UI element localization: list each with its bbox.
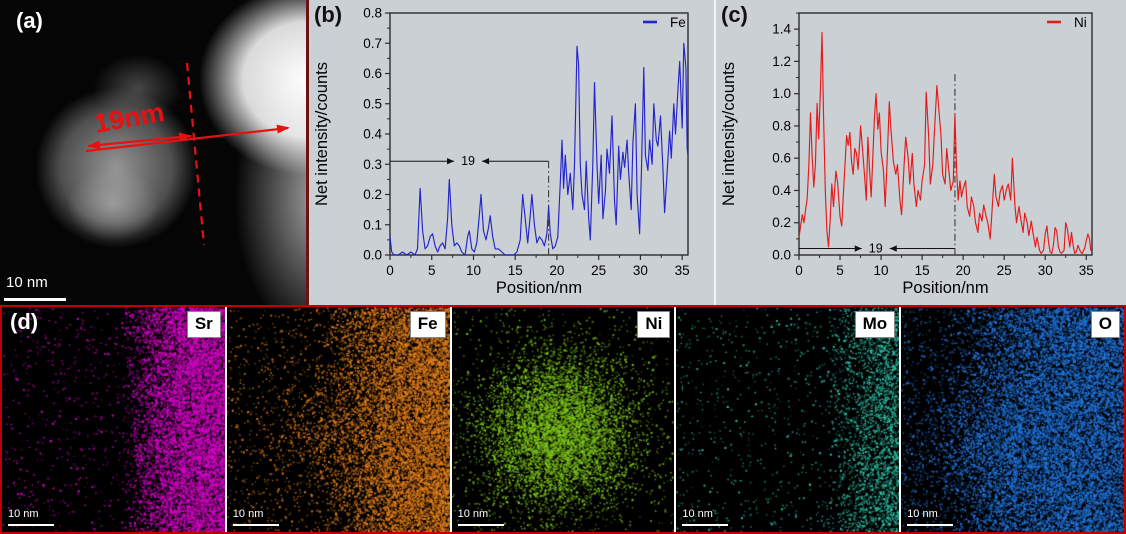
svg-text:Position/nm: Position/nm (496, 279, 582, 297)
ni-line-chart: 0 5 10 15 20 25 30 35 0.0 0.2 0.4 0.6 0.8 1.0 1.2 1.4 Po… (716, 0, 1126, 305)
fe-scale-bar: 10 nm (233, 509, 279, 526)
panel-c-ni-profile: 0 5 10 15 20 25 30 35 0.0 0.2 0.4 0.6 0.8 1.0 1.2 1.4 Po… (716, 0, 1126, 305)
element-label-sr: Sr (187, 311, 221, 338)
svg-text:0.7: 0.7 (363, 36, 382, 51)
scale-bar-label: 10 nm (458, 508, 489, 520)
svg-text:0.1: 0.1 (363, 217, 382, 232)
svg-text:0.0: 0.0 (772, 248, 791, 263)
svg-text:0.8: 0.8 (363, 6, 382, 21)
svg-text:0.2: 0.2 (363, 187, 382, 202)
mo-scale-bar: 10 nm (682, 509, 728, 526)
scale-bar-line (4, 298, 66, 301)
svg-text:0.3: 0.3 (363, 157, 382, 172)
panel-b-label: (b) (314, 4, 342, 26)
svg-text:0.4: 0.4 (772, 183, 791, 198)
svg-text:0.6: 0.6 (772, 151, 791, 166)
svg-text:Net intensity/counts: Net intensity/counts (720, 62, 738, 206)
svg-text:20: 20 (956, 263, 971, 278)
svg-text:1.0: 1.0 (772, 86, 791, 101)
svg-text:0.5: 0.5 (363, 96, 382, 111)
svg-text:35: 35 (1079, 263, 1094, 278)
panel-a-scale-bar: 10 nm (6, 274, 66, 301)
scale-bar-label: 10 nm (6, 274, 48, 291)
figure: 19nm (a) 10 nm 0 5 10 15 20 25 30 35 0.0 0.1 0.2 0.… (0, 0, 1126, 534)
svg-text:19: 19 (869, 242, 883, 256)
sr-scale-bar: 10 nm (8, 509, 54, 526)
panel-a-label: (a) (16, 10, 43, 32)
eds-map-mo: Mo 10 nm (676, 307, 899, 532)
element-label-mo: Mo (855, 311, 896, 338)
svg-text:25: 25 (997, 263, 1012, 278)
svg-text:1.4: 1.4 (772, 22, 791, 37)
svg-text:0: 0 (386, 263, 394, 278)
svg-text:10: 10 (466, 263, 481, 278)
o-scale-bar: 10 nm (907, 509, 953, 526)
eds-map-o: O 10 nm (901, 307, 1124, 532)
svg-text:10: 10 (874, 263, 889, 278)
measurement-label: 19nm (92, 97, 167, 139)
panel-d-eds-maps: (d) Sr 10 nm Fe 10 nm Ni 10 nm (0, 305, 1126, 534)
fe-map-canvas (227, 307, 450, 532)
panel-c-label: (c) (721, 4, 748, 26)
scale-bar-line (8, 524, 54, 526)
svg-text:Fe: Fe (670, 15, 686, 30)
panel-d-label: (d) (10, 311, 38, 333)
element-label-ni: Ni (637, 311, 670, 338)
scale-bar-label: 10 nm (233, 508, 264, 520)
element-label-o: O (1091, 311, 1120, 338)
ni-map-canvas (452, 307, 675, 532)
scale-bar-label: 10 nm (682, 508, 713, 520)
scale-bar-label: 10 nm (907, 508, 938, 520)
svg-text:Ni: Ni (1074, 15, 1087, 30)
eds-map-ni: Ni 10 nm (452, 307, 675, 532)
scale-bar-line (682, 524, 728, 526)
panel-a-annotations: 19nm (0, 0, 306, 305)
profile-direction-dashed-line (187, 63, 204, 245)
svg-text:0.8: 0.8 (772, 118, 791, 133)
o-map-canvas (901, 307, 1124, 532)
svg-text:35: 35 (675, 263, 690, 278)
element-label-fe: Fe (410, 311, 446, 338)
eds-map-row: (d) Sr 10 nm Fe 10 nm Ni 10 nm (2, 307, 1124, 532)
svg-text:0.0: 0.0 (363, 248, 382, 263)
mo-map-canvas (676, 307, 899, 532)
svg-text:30: 30 (633, 263, 648, 278)
svg-text:19: 19 (461, 154, 475, 168)
svg-text:0.2: 0.2 (772, 215, 791, 230)
fe-line-chart: 0 5 10 15 20 25 30 35 0.0 0.1 0.2 0.3 0.4 0.5 0.6 0.7 0.… (309, 0, 714, 305)
ni-scale-bar: 10 nm (458, 509, 504, 526)
sr-map-canvas (2, 307, 225, 532)
panel-a-stem-image: 19nm (a) 10 nm (0, 0, 306, 305)
svg-text:15: 15 (915, 263, 930, 278)
scale-bar-line (233, 524, 279, 526)
svg-text:0: 0 (795, 263, 803, 278)
svg-text:5: 5 (428, 263, 436, 278)
eds-map-fe: Fe 10 nm (227, 307, 450, 532)
svg-text:20: 20 (549, 263, 564, 278)
svg-text:Position/nm: Position/nm (902, 279, 988, 297)
svg-text:0.4: 0.4 (363, 127, 382, 142)
scale-bar-line (458, 524, 504, 526)
eds-map-sr: (d) Sr 10 nm (2, 307, 225, 532)
svg-text:1.2: 1.2 (772, 54, 791, 69)
svg-text:Net intensity/counts: Net intensity/counts (313, 62, 331, 206)
svg-text:30: 30 (1038, 263, 1053, 278)
svg-text:25: 25 (591, 263, 606, 278)
svg-text:5: 5 (836, 263, 844, 278)
arrowhead-right-icon (277, 123, 291, 133)
panel-b-fe-profile: 0 5 10 15 20 25 30 35 0.0 0.1 0.2 0.3 0.4 0.5 0.6 0.7 0.… (309, 0, 714, 305)
svg-text:0.6: 0.6 (363, 66, 382, 81)
scale-bar-label: 10 nm (8, 508, 39, 520)
scale-bar-line (907, 524, 953, 526)
svg-text:15: 15 (508, 263, 523, 278)
